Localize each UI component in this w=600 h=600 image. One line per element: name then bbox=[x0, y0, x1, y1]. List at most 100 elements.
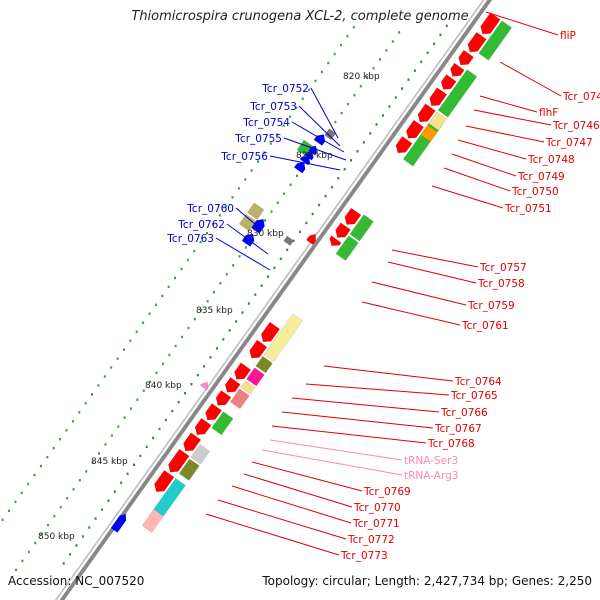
kbp-tick-label: 820 kbp bbox=[343, 72, 380, 82]
gc-dot bbox=[218, 214, 221, 217]
gc-dot bbox=[337, 176, 340, 180]
gc-dot bbox=[85, 470, 88, 473]
gc-dot bbox=[257, 160, 260, 163]
kbp-tick-label: 850 kbp bbox=[38, 532, 75, 542]
gc-dot bbox=[314, 79, 317, 83]
gc-dot bbox=[161, 362, 164, 366]
gc-dot bbox=[78, 479, 81, 482]
category-block bbox=[240, 380, 256, 395]
gc-dot bbox=[401, 87, 404, 90]
gc-dot bbox=[148, 312, 151, 315]
gc-dot bbox=[343, 168, 346, 171]
gc-dot bbox=[381, 114, 384, 117]
leader-line bbox=[465, 125, 545, 143]
cog-category-block bbox=[437, 69, 478, 118]
reverse-gene-arrow bbox=[299, 155, 311, 166]
gc-dot bbox=[21, 559, 24, 563]
gc-dot bbox=[398, 31, 401, 34]
gc-dot bbox=[167, 285, 170, 289]
leader-line bbox=[269, 439, 403, 461]
gc-dot bbox=[91, 461, 94, 464]
gc-dot bbox=[379, 58, 382, 61]
forward-gene-arrow bbox=[224, 377, 241, 393]
gene-label-tcr_0755: Tcr_0755 bbox=[234, 133, 282, 145]
leader-line bbox=[473, 109, 552, 126]
gc-dot bbox=[164, 418, 167, 422]
gc-dot bbox=[39, 464, 42, 468]
gc-dot bbox=[385, 49, 388, 52]
gc-dot bbox=[81, 535, 84, 538]
gc-dot bbox=[177, 400, 180, 404]
trna-marker bbox=[199, 381, 209, 391]
leader-line bbox=[323, 365, 454, 382]
reverse-gene-arrow bbox=[110, 513, 127, 533]
gc-dot bbox=[359, 85, 362, 88]
backbone-inner bbox=[54, 0, 485, 600]
leader-line bbox=[361, 301, 461, 326]
gene-label-trna-arg3: tRNA-Arg3 bbox=[404, 470, 458, 482]
gc-dot bbox=[84, 402, 87, 405]
gc-dot bbox=[286, 248, 289, 252]
gene-label-tcr_0747: Tcr_0747 bbox=[545, 137, 593, 149]
gc-dot bbox=[330, 185, 333, 189]
gc-dot bbox=[232, 264, 235, 267]
gene-label-tcr_0771: Tcr_0771 bbox=[352, 518, 400, 530]
gc-dot bbox=[282, 124, 285, 127]
leader-line bbox=[269, 155, 341, 171]
gc-dot bbox=[292, 239, 295, 243]
forward-gene-arrow bbox=[395, 136, 413, 154]
gc-dot bbox=[91, 393, 94, 396]
kbp-tick-label: 825 kbp bbox=[296, 151, 333, 161]
gc-dot bbox=[69, 553, 72, 556]
gc-dot bbox=[225, 273, 228, 276]
gene-label-tcr_0746: Tcr_0746 bbox=[552, 120, 600, 132]
gc-dot bbox=[308, 88, 311, 92]
gc-dot bbox=[174, 344, 177, 348]
gc-dot bbox=[34, 541, 37, 545]
gene-label-tcr_0763: Tcr_0763 bbox=[166, 233, 214, 245]
gene-label-tcr_0768: Tcr_0768 bbox=[427, 438, 475, 450]
forward-gene-arrow bbox=[335, 222, 351, 238]
forward-gene-arrow bbox=[406, 119, 425, 139]
gc-dot bbox=[94, 517, 97, 520]
leader-line bbox=[231, 485, 352, 524]
gc-dot bbox=[123, 416, 126, 419]
gc-dot bbox=[241, 311, 244, 314]
leader-line bbox=[443, 167, 511, 192]
gene-label-tcr_0748: Tcr_0748 bbox=[527, 154, 575, 166]
gc-dot bbox=[98, 452, 101, 455]
category-block bbox=[420, 124, 438, 143]
leader-line bbox=[291, 397, 440, 413]
leader-line bbox=[387, 261, 477, 284]
gc-dot bbox=[103, 375, 106, 378]
gene-label-tcr_0752: Tcr_0752 bbox=[261, 83, 309, 95]
gc-dot bbox=[407, 78, 410, 81]
gene-label-tcr_0754: Tcr_0754 bbox=[242, 117, 290, 129]
gc-dot bbox=[350, 159, 353, 162]
gene-label-tcr_0764: Tcr_0764 bbox=[454, 376, 502, 388]
gc-dot bbox=[340, 43, 343, 47]
gc-dot bbox=[324, 194, 327, 198]
gc-dot bbox=[152, 436, 155, 440]
gene-label-tcr_0749: Tcr_0749 bbox=[517, 171, 565, 183]
category-block bbox=[428, 111, 448, 131]
gc-dot bbox=[273, 266, 276, 269]
gc-dot bbox=[231, 196, 234, 199]
gc-dot bbox=[126, 472, 129, 475]
gc-dot bbox=[288, 115, 291, 118]
kbp-tick-label: 845 kbp bbox=[91, 457, 128, 467]
gene-label-tcr_0762: Tcr_0762 bbox=[177, 219, 225, 231]
gc-dot bbox=[353, 93, 356, 97]
forward-gene-arrow bbox=[249, 339, 268, 359]
gene-label-tcr_0772: Tcr_0772 bbox=[347, 534, 395, 546]
gc-dot bbox=[352, 25, 355, 29]
category-block bbox=[246, 367, 265, 387]
gc-dot bbox=[66, 497, 69, 500]
forward-gene-arrow bbox=[344, 207, 362, 225]
gc-dot bbox=[132, 463, 135, 467]
gc-dot bbox=[203, 365, 206, 368]
gc-dot bbox=[184, 391, 187, 395]
forward-gene-arrow bbox=[440, 74, 457, 90]
kbp-tick-label: 835 kbp bbox=[196, 306, 233, 316]
